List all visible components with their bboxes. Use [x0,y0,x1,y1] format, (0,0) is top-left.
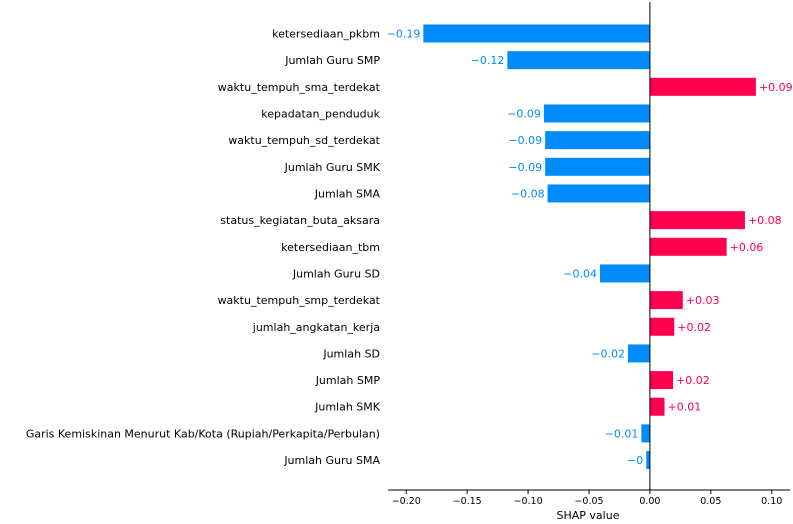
value-label-2: +0.09 [759,81,793,94]
x-tick-label-6: 0.10 [761,496,782,507]
category-label-8: ketersediaan_tbm [281,241,380,254]
category-label-15: Garis Kemiskinan Menurut Kab/Kota (Rupia… [26,427,380,440]
labels-layer: −0.19 ketersediaan_pkbm −0.12 Jumlah Guru S… [26,28,793,468]
category-label-1: Jumlah Guru SMP [284,54,380,67]
value-label-7: +0.08 [748,214,782,227]
x-axis: −0.20 −0.15 −0.10 −0.05 0.00 0.05 0.10 [388,2,790,507]
value-label-13: +0.02 [676,374,710,387]
bars-layer [423,24,756,470]
value-label-5: −0.09 [508,161,542,174]
value-label-0: −0.19 [387,28,421,41]
bar-4 [545,131,650,150]
bar-15 [641,424,650,443]
value-label-11: +0.02 [677,321,711,334]
value-label-12: −0.02 [591,347,625,360]
bar-14 [649,397,665,416]
category-label-5: Jumlah Guru SMK [284,161,381,174]
category-label-12: Jumlah SD [322,347,380,360]
bar-3 [543,104,650,123]
category-label-0: ketersediaan_pkbm [272,28,380,41]
bar-5 [545,157,650,176]
x-tick-label-5: 0.05 [700,496,721,507]
category-label-3: kepadatan_penduduk [261,107,380,120]
x-tick-label-3: −0.05 [574,496,603,507]
category-label-6: Jumlah SMA [314,187,381,200]
value-label-9: −0.04 [563,267,597,280]
value-label-14: +0.01 [668,401,702,414]
bar-9 [599,264,650,283]
bar-8 [649,237,727,256]
bar-6 [547,184,650,203]
category-label-13: Jumlah SMP [315,374,381,387]
category-label-16: Jumlah Guru SMA [283,454,380,467]
value-label-6: −0.08 [511,187,545,200]
category-label-9: Jumlah Guru SD [292,267,380,280]
x-tick-label-2: −0.10 [514,496,543,507]
bar-10 [649,291,683,310]
bar-16 [646,451,650,470]
category-label-2: waktu_tempuh_sma_terdekat [218,81,381,94]
bar-1 [507,51,650,70]
bar-7 [649,211,745,230]
category-label-14: Jumlah SMK [314,401,381,414]
x-tick-label-1: −0.15 [453,496,482,507]
x-tick-label-0: −0.20 [392,496,421,507]
bar-2 [649,77,756,96]
bar-11 [649,317,675,336]
value-label-15: −0.01 [605,427,639,440]
value-label-4: −0.09 [508,134,542,147]
x-axis-label: SHAP value [557,509,620,522]
category-label-7: status_kegiatan_buta_aksara [220,214,380,227]
value-label-1: −0.12 [471,54,505,67]
category-label-11: jumlah_angkatan_kerja [252,321,380,334]
value-label-8: +0.06 [730,241,764,254]
bar-0 [423,24,650,43]
bar-13 [649,371,674,390]
value-label-3: −0.09 [507,107,541,120]
category-label-4: waktu_tempuh_sd_terdekat [228,134,380,147]
bar-12 [627,344,650,363]
value-label-10: +0.03 [686,294,720,307]
category-label-10: waktu_tempuh_smp_terdekat [218,294,381,307]
value-label-16: −0 [627,454,643,467]
x-tick-label-4: 0.00 [639,496,660,507]
